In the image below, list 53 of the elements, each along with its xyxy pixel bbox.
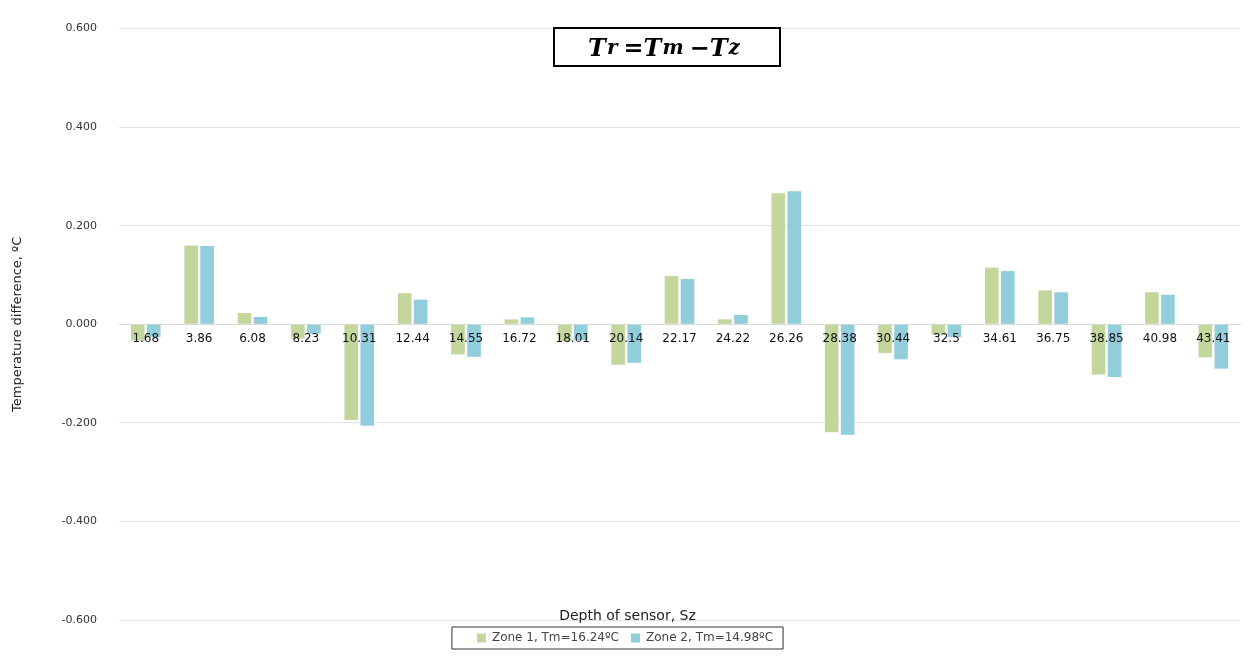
x-tick-label: 32.5 [933, 331, 960, 346]
x-tick-label: 34.61 [982, 331, 1017, 346]
bar [1054, 292, 1068, 324]
bar [184, 245, 198, 324]
bar [787, 191, 802, 324]
bar [680, 278, 695, 324]
x-tick-label: 38.85 [1089, 331, 1124, 346]
bar [718, 319, 732, 324]
x-tick-label: 14.55 [448, 331, 484, 346]
bar [734, 314, 748, 324]
x-tick-label: 40.98 [1142, 331, 1178, 346]
bar [397, 293, 412, 324]
bar [771, 193, 786, 324]
x-tick-label: 1.68 [132, 331, 160, 346]
x-tick-label: 28.38 [822, 331, 857, 346]
bar [237, 312, 252, 324]
x-tick-label: 3.86 [185, 331, 213, 346]
y-tick-label: 0.200 [65, 218, 98, 232]
bar [1145, 292, 1159, 324]
bar [520, 317, 535, 324]
y-axis-title: Temperature difference, ºC [9, 236, 25, 413]
legend-label: Zone 2, Tm=14.98ºC [646, 630, 774, 645]
bar [200, 245, 214, 324]
legend-label: Zone 1, Tm=16.24ºC [491, 630, 619, 645]
x-tick-label: 10.31 [342, 331, 377, 346]
x-axis-title: Depth of sensor, Sz [559, 607, 696, 623]
bar [253, 316, 268, 324]
x-tick-label: 30.44 [875, 331, 911, 346]
x-tick-label: 18.01 [555, 331, 590, 346]
y-tick-label: 0.000 [65, 317, 98, 331]
x-tick-label: 36.75 [1036, 331, 1071, 346]
bar [413, 299, 428, 324]
x-tick-label: 6.08 [239, 331, 266, 346]
bar [1001, 271, 1015, 324]
x-tick-label: 8.23 [292, 331, 320, 346]
y-tick-label: -0.200 [61, 415, 98, 429]
bar [1038, 290, 1052, 324]
y-tick-label: 0.600 [65, 21, 98, 35]
bar [1161, 294, 1175, 324]
x-tick-label: 43.41 [1196, 331, 1231, 346]
bar [307, 324, 321, 334]
x-tick-label: 12.44 [395, 331, 430, 346]
y-tick-label: -0.400 [61, 514, 98, 528]
x-tick-label: 26.26 [769, 331, 804, 346]
bar [984, 267, 999, 324]
x-tick-label: 20.14 [608, 331, 644, 346]
bar [504, 319, 519, 324]
y-tick-label: 0.400 [65, 120, 98, 134]
x-tick-label: 16.72 [502, 331, 537, 346]
y-tick-label: -0.600 [61, 612, 98, 626]
x-tick-label: 22.17 [662, 331, 697, 346]
x-tick-label: 24.22 [715, 331, 751, 346]
bar [664, 276, 679, 324]
